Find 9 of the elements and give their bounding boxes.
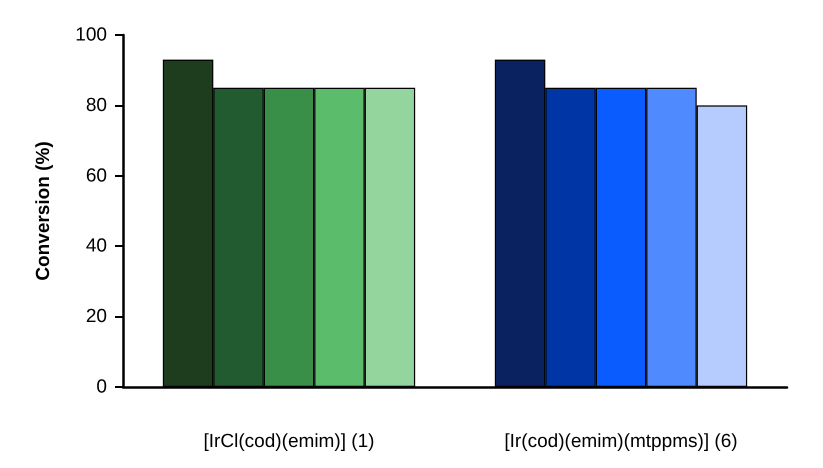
y-tick-label: 80 [86, 94, 107, 116]
y-tick-label: 60 [86, 165, 107, 186]
y-tick-label: 100 [75, 24, 107, 46]
x-tick-label: [IrCl(cod)(emim)] (1) [204, 431, 374, 452]
y-tick-label: 20 [86, 306, 107, 328]
y-tick-label: 40 [86, 236, 107, 257]
x-tick-label: [Ir(cod)(emim)(mtppms)] (6) [504, 431, 738, 452]
y-tick-label: 0 [96, 376, 107, 398]
y-axis-title: Conversion (%) [33, 141, 54, 281]
